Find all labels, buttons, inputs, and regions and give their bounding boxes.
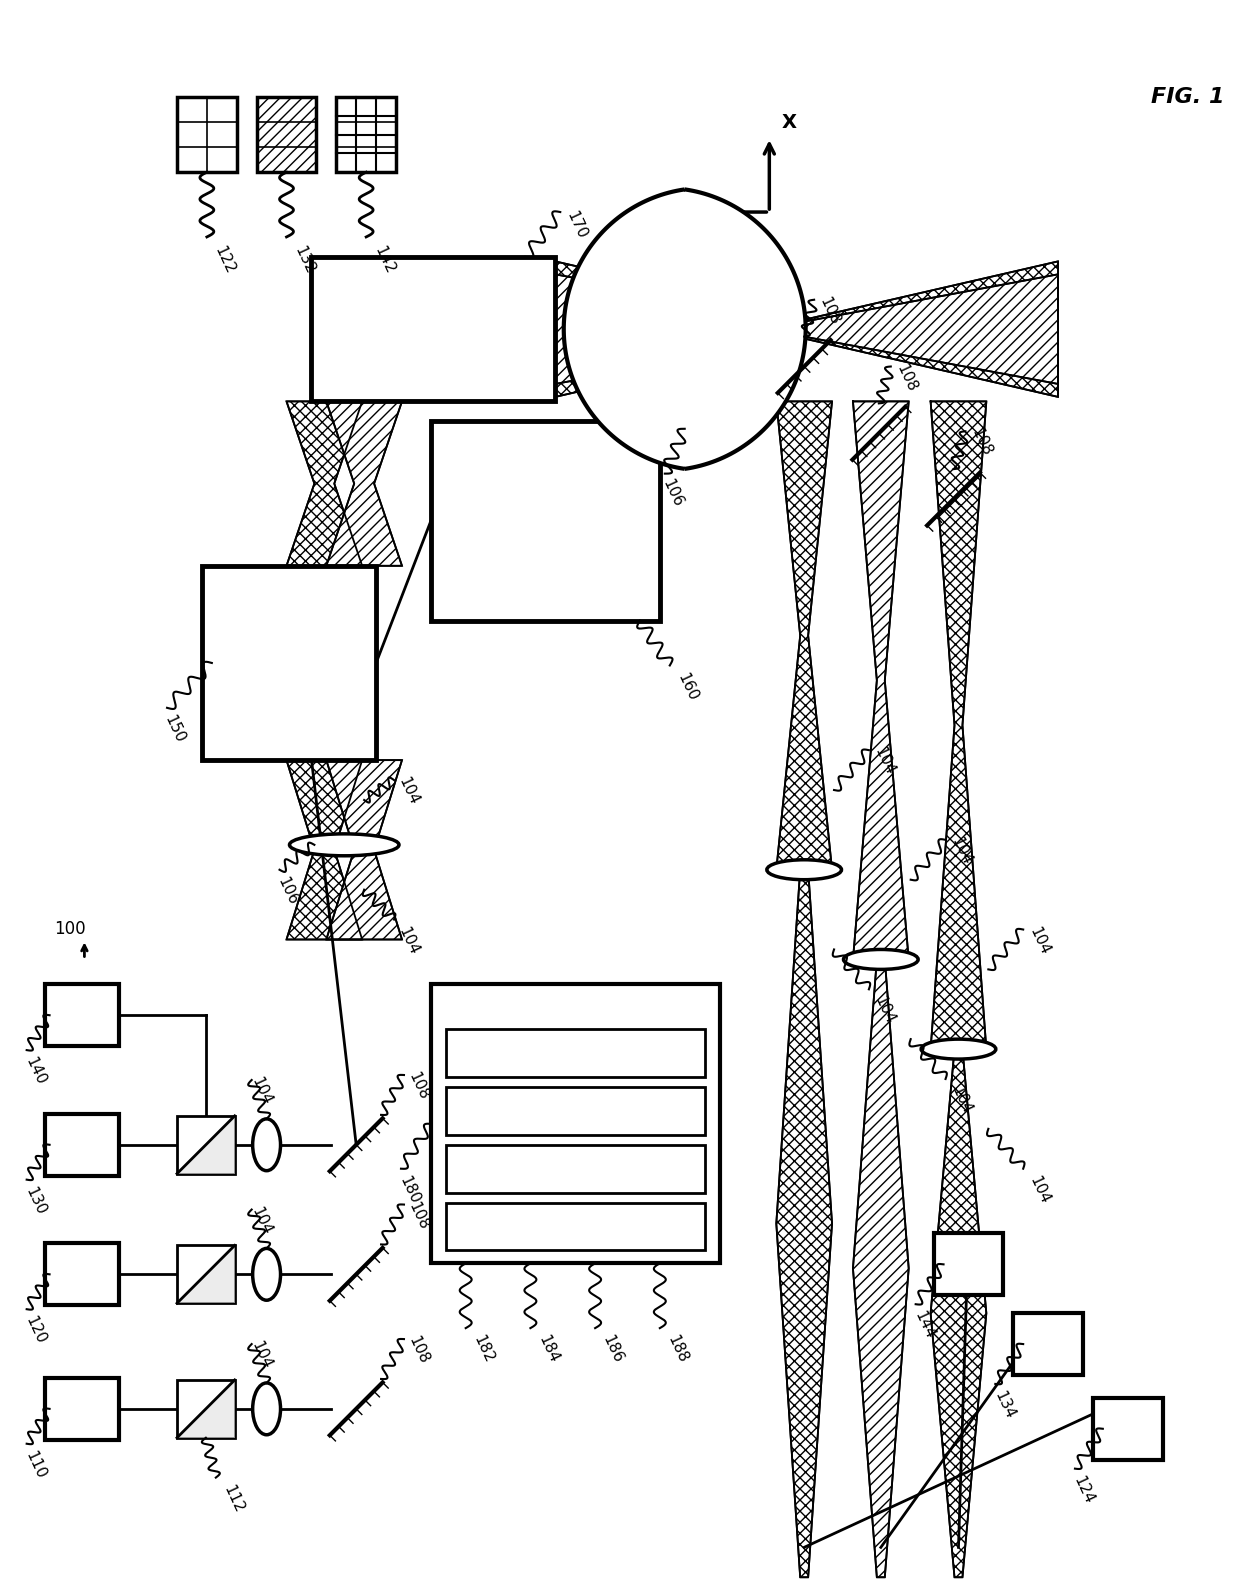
Text: Instructions: Instructions <box>534 1220 616 1234</box>
Polygon shape <box>564 189 806 469</box>
Bar <box>45 1243 119 1305</box>
Text: 122: 122 <box>212 243 238 277</box>
Bar <box>177 1116 234 1173</box>
Text: 186: 186 <box>600 1332 626 1366</box>
Text: 104: 104 <box>249 1075 274 1108</box>
Text: 104: 104 <box>396 924 422 957</box>
Text: 104: 104 <box>872 994 898 1027</box>
Bar <box>311 258 556 401</box>
Polygon shape <box>177 1245 234 1304</box>
Text: X: X <box>781 113 796 132</box>
Text: 134: 134 <box>991 1390 1017 1421</box>
Text: Memory: Memory <box>547 1103 604 1118</box>
Polygon shape <box>853 959 909 1577</box>
Text: 108: 108 <box>405 1199 432 1232</box>
Bar <box>177 97 237 172</box>
Polygon shape <box>930 1049 986 1577</box>
Text: 104: 104 <box>949 1084 975 1116</box>
Text: 108: 108 <box>894 361 920 394</box>
Text: Server: Server <box>440 1006 491 1021</box>
Bar <box>446 1145 704 1192</box>
Bar <box>177 1245 234 1304</box>
Text: 108: 108 <box>405 1334 432 1367</box>
Polygon shape <box>177 1116 234 1173</box>
Ellipse shape <box>843 949 918 970</box>
Text: 104: 104 <box>396 774 422 808</box>
Text: 112: 112 <box>221 1482 247 1515</box>
Ellipse shape <box>253 1248 280 1301</box>
Text: 160: 160 <box>675 671 701 703</box>
Bar <box>430 421 660 620</box>
Ellipse shape <box>289 833 399 855</box>
Bar <box>177 1380 234 1437</box>
Text: 104: 104 <box>249 1205 274 1237</box>
Bar <box>1013 1313 1083 1375</box>
Polygon shape <box>286 760 362 940</box>
Polygon shape <box>853 401 909 959</box>
Text: 104: 104 <box>872 746 898 778</box>
Bar <box>446 1202 704 1250</box>
Bar <box>45 984 119 1046</box>
Polygon shape <box>930 401 986 1049</box>
Text: 108: 108 <box>968 426 994 460</box>
Polygon shape <box>326 401 402 566</box>
Bar <box>1092 1398 1163 1460</box>
Bar <box>45 1115 119 1175</box>
Text: 108: 108 <box>816 294 842 328</box>
Bar <box>202 566 376 760</box>
Text: 170: 170 <box>563 208 589 242</box>
Bar <box>336 97 396 172</box>
Text: Processor(s): Processor(s) <box>533 1046 618 1061</box>
Text: 106: 106 <box>660 477 686 509</box>
Text: 144: 144 <box>911 1309 937 1342</box>
Bar <box>446 1088 704 1135</box>
Polygon shape <box>326 760 402 940</box>
Text: 104: 104 <box>949 835 975 868</box>
Polygon shape <box>286 401 362 566</box>
Text: 110: 110 <box>22 1448 48 1482</box>
Text: 106: 106 <box>274 875 300 908</box>
Text: 182: 182 <box>471 1332 496 1366</box>
Text: 184: 184 <box>536 1332 562 1366</box>
Ellipse shape <box>766 860 842 879</box>
Ellipse shape <box>921 1040 996 1059</box>
Polygon shape <box>556 261 1058 398</box>
Text: 100: 100 <box>55 919 86 938</box>
Bar <box>257 97 316 172</box>
Text: FIG. 1: FIG. 1 <box>1151 87 1224 108</box>
Ellipse shape <box>253 1383 280 1434</box>
Text: 124: 124 <box>1071 1474 1096 1506</box>
Text: 104: 104 <box>1027 924 1052 957</box>
Text: 150: 150 <box>162 712 187 746</box>
Text: 104: 104 <box>249 1339 274 1372</box>
Ellipse shape <box>253 1119 280 1170</box>
Bar <box>45 1379 119 1439</box>
Polygon shape <box>776 870 832 1577</box>
Text: 104: 104 <box>1027 1173 1052 1207</box>
Text: 130: 130 <box>22 1185 48 1218</box>
Text: 108: 108 <box>405 1070 432 1102</box>
Text: 180: 180 <box>397 1173 423 1207</box>
Polygon shape <box>556 275 1058 383</box>
Bar <box>446 1029 704 1076</box>
Bar <box>430 984 719 1264</box>
Text: Database: Database <box>542 1162 609 1175</box>
Text: 120: 120 <box>22 1315 48 1347</box>
Bar <box>934 1234 1003 1296</box>
Text: 140: 140 <box>22 1056 48 1088</box>
Polygon shape <box>177 1380 234 1437</box>
Text: 142: 142 <box>371 243 397 277</box>
Polygon shape <box>776 401 832 870</box>
Text: 188: 188 <box>665 1332 691 1366</box>
Text: Z: Z <box>662 219 677 238</box>
Text: 132: 132 <box>291 243 317 277</box>
